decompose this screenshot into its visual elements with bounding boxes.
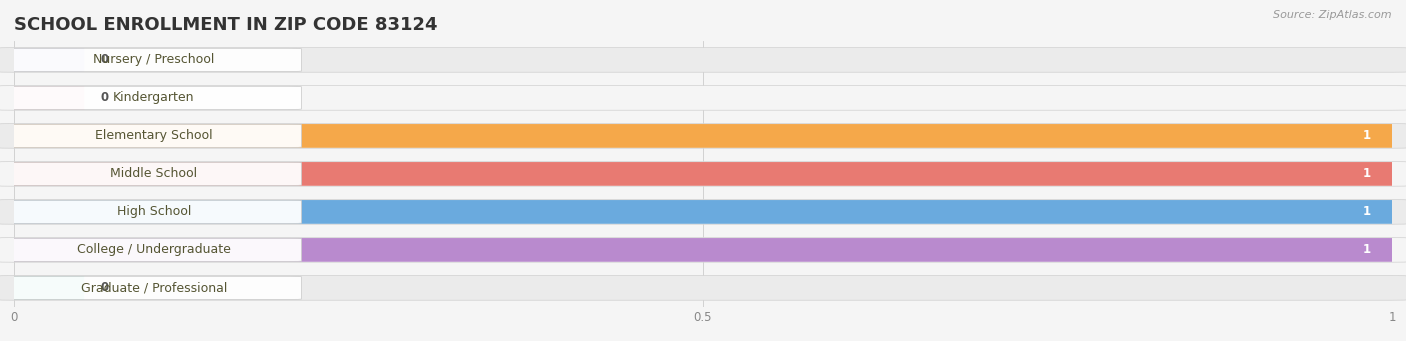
FancyBboxPatch shape <box>0 199 1406 224</box>
FancyBboxPatch shape <box>7 200 301 223</box>
FancyBboxPatch shape <box>7 238 301 262</box>
FancyBboxPatch shape <box>6 86 84 109</box>
Text: 1: 1 <box>1364 130 1371 143</box>
FancyBboxPatch shape <box>0 276 1406 300</box>
Text: Elementary School: Elementary School <box>96 130 212 143</box>
Text: Middle School: Middle School <box>110 167 197 180</box>
Text: SCHOOL ENROLLMENT IN ZIP CODE 83124: SCHOOL ENROLLMENT IN ZIP CODE 83124 <box>14 16 437 34</box>
FancyBboxPatch shape <box>7 86 301 109</box>
Text: Nursery / Preschool: Nursery / Preschool <box>93 54 215 66</box>
FancyBboxPatch shape <box>6 276 84 299</box>
FancyBboxPatch shape <box>7 276 301 299</box>
Text: 1: 1 <box>1364 167 1371 180</box>
FancyBboxPatch shape <box>7 162 301 186</box>
Text: 0: 0 <box>101 91 110 104</box>
FancyBboxPatch shape <box>0 238 1406 262</box>
FancyBboxPatch shape <box>0 86 1406 110</box>
FancyBboxPatch shape <box>0 48 1406 72</box>
FancyBboxPatch shape <box>7 48 301 72</box>
Text: 0: 0 <box>101 281 110 294</box>
FancyBboxPatch shape <box>0 162 1406 186</box>
FancyBboxPatch shape <box>0 162 1406 186</box>
FancyBboxPatch shape <box>0 238 1406 262</box>
Text: 1: 1 <box>1364 205 1371 218</box>
FancyBboxPatch shape <box>0 124 1406 148</box>
FancyBboxPatch shape <box>0 123 1406 148</box>
Text: College / Undergraduate: College / Undergraduate <box>77 243 231 256</box>
Text: Kindergarten: Kindergarten <box>112 91 194 104</box>
Text: 1: 1 <box>1364 243 1371 256</box>
Text: Graduate / Professional: Graduate / Professional <box>80 281 228 294</box>
Text: 0: 0 <box>101 54 110 66</box>
FancyBboxPatch shape <box>7 124 301 148</box>
FancyBboxPatch shape <box>0 200 1406 224</box>
FancyBboxPatch shape <box>6 48 84 72</box>
Text: High School: High School <box>117 205 191 218</box>
Text: Source: ZipAtlas.com: Source: ZipAtlas.com <box>1274 10 1392 20</box>
